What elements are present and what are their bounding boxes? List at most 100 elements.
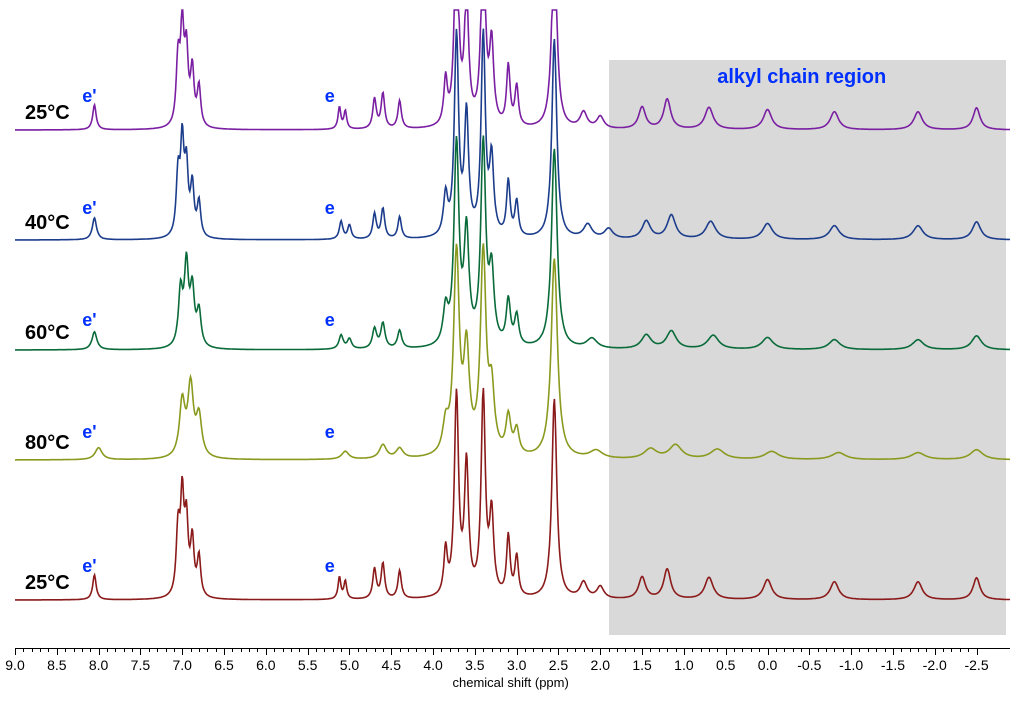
x-axis-minor-tick bbox=[274, 648, 275, 652]
x-axis-tick-label: 3.5 bbox=[465, 657, 484, 673]
x-axis-minor-tick bbox=[65, 648, 66, 652]
x-axis-minor-tick bbox=[216, 648, 217, 652]
x-axis-minor-tick bbox=[659, 648, 660, 652]
x-axis-minor-tick bbox=[232, 648, 233, 652]
x-axis-minor-tick bbox=[801, 648, 802, 652]
x-axis-tick-label: 9.0 bbox=[5, 657, 24, 673]
x-axis-tick-label: 1.0 bbox=[674, 657, 693, 673]
x-axis-tick bbox=[684, 648, 685, 655]
x-axis-tick bbox=[433, 648, 434, 655]
x-axis-minor-tick bbox=[157, 648, 158, 652]
peak-annotation: e bbox=[325, 310, 335, 331]
x-axis-minor-tick bbox=[82, 648, 83, 652]
x-axis-minor-tick bbox=[299, 648, 300, 652]
x-axis-tick-label: 5.0 bbox=[340, 657, 359, 673]
x-axis-minor-tick bbox=[324, 648, 325, 652]
x-axis-minor-tick bbox=[926, 648, 927, 652]
peak-annotation: e bbox=[325, 198, 335, 219]
x-axis-tick bbox=[893, 648, 894, 655]
peak-annotation: e' bbox=[82, 310, 96, 331]
x-axis-minor-tick bbox=[241, 648, 242, 652]
x-axis-minor-tick bbox=[90, 648, 91, 652]
x-axis-tick bbox=[57, 648, 58, 655]
x-axis-tick bbox=[600, 648, 601, 655]
peak-annotation: e' bbox=[82, 556, 96, 577]
spectrum-trace bbox=[15, 388, 1010, 600]
x-axis-minor-tick bbox=[960, 648, 961, 652]
x-axis-minor-tick bbox=[650, 648, 651, 652]
x-axis-minor-tick bbox=[450, 648, 451, 652]
x-axis-tick-label: 0.0 bbox=[758, 657, 777, 673]
x-axis-title: chemical shift (ppm) bbox=[453, 675, 569, 690]
x-axis-minor-tick bbox=[366, 648, 367, 652]
x-axis-tick-label: 8.0 bbox=[89, 657, 108, 673]
temperature-label: 80°C bbox=[25, 432, 70, 455]
x-axis-minor-tick bbox=[625, 648, 626, 652]
x-axis-minor-tick bbox=[751, 648, 752, 652]
x-axis-minor-tick bbox=[115, 648, 116, 652]
x-axis-minor-tick bbox=[759, 648, 760, 652]
x-axis-minor-tick bbox=[74, 648, 75, 652]
x-axis-minor-tick bbox=[793, 648, 794, 652]
x-axis-minor-tick bbox=[742, 648, 743, 652]
x-axis-minor-tick bbox=[918, 648, 919, 652]
x-axis-minor-tick bbox=[441, 648, 442, 652]
x-axis-minor-tick bbox=[709, 648, 710, 652]
x-axis-minor-tick bbox=[592, 648, 593, 652]
x-axis-minor-tick bbox=[358, 648, 359, 652]
x-axis-minor-tick bbox=[692, 648, 693, 652]
x-axis-minor-tick bbox=[174, 648, 175, 652]
x-axis-minor-tick bbox=[609, 648, 610, 652]
x-axis-tick-label: 8.5 bbox=[47, 657, 66, 673]
x-axis-minor-tick bbox=[400, 648, 401, 652]
x-axis-tick bbox=[182, 648, 183, 655]
x-axis-tick-label: 4.0 bbox=[423, 657, 442, 673]
x-axis-minor-tick bbox=[500, 648, 501, 652]
peak-annotation: e' bbox=[82, 422, 96, 443]
x-axis-minor-tick bbox=[191, 648, 192, 652]
x-axis-minor-tick bbox=[249, 648, 250, 652]
x-axis-minor-tick bbox=[575, 648, 576, 652]
x-axis-tick bbox=[140, 648, 141, 655]
x-axis-tick-label: 7.5 bbox=[131, 657, 150, 673]
x-axis-minor-tick bbox=[333, 648, 334, 652]
x-axis-minor-tick bbox=[542, 648, 543, 652]
x-axis-tick bbox=[851, 648, 852, 655]
x-axis-minor-tick bbox=[584, 648, 585, 652]
temperature-label: 40°C bbox=[25, 212, 70, 235]
x-axis-minor-tick bbox=[859, 648, 860, 652]
x-axis-minor-tick bbox=[617, 648, 618, 652]
x-axis-minor-tick bbox=[701, 648, 702, 652]
x-axis-tick-label: 3.0 bbox=[507, 657, 526, 673]
temperature-label: 60°C bbox=[25, 322, 70, 345]
spectrum-trace bbox=[15, 136, 1010, 350]
x-axis-tick-label: -1.0 bbox=[839, 657, 863, 673]
spectrum-trace bbox=[15, 10, 1010, 130]
temperature-label: 25°C bbox=[25, 572, 70, 595]
spectrum-trace bbox=[15, 29, 1010, 240]
x-axis-minor-tick bbox=[717, 648, 718, 652]
x-axis-minor-tick bbox=[818, 648, 819, 652]
x-axis-minor-tick bbox=[876, 648, 877, 652]
x-axis-minor-tick bbox=[567, 648, 568, 652]
x-axis-minor-tick bbox=[951, 648, 952, 652]
x-axis-minor-tick bbox=[166, 648, 167, 652]
x-axis-tick-label: -0.5 bbox=[797, 657, 821, 673]
x-axis-tick bbox=[349, 648, 350, 655]
x-axis-minor-tick bbox=[776, 648, 777, 652]
x-axis-minor-tick bbox=[458, 648, 459, 652]
temperature-label: 25°C bbox=[25, 102, 70, 125]
x-axis-tick-label: -2.5 bbox=[964, 657, 988, 673]
x-axis-tick bbox=[726, 648, 727, 655]
x-axis-minor-tick bbox=[257, 648, 258, 652]
x-axis-minor-tick bbox=[149, 648, 150, 652]
x-axis-minor-tick bbox=[23, 648, 24, 652]
x-axis-minor-tick bbox=[291, 648, 292, 652]
x-axis-minor-tick bbox=[425, 648, 426, 652]
spectrum-trace bbox=[15, 243, 1010, 460]
x-axis-minor-tick bbox=[834, 648, 835, 652]
x-axis-minor-tick bbox=[283, 648, 284, 652]
x-axis-minor-tick bbox=[341, 648, 342, 652]
x-axis-tick bbox=[15, 648, 16, 655]
x-axis-minor-tick bbox=[667, 648, 668, 652]
